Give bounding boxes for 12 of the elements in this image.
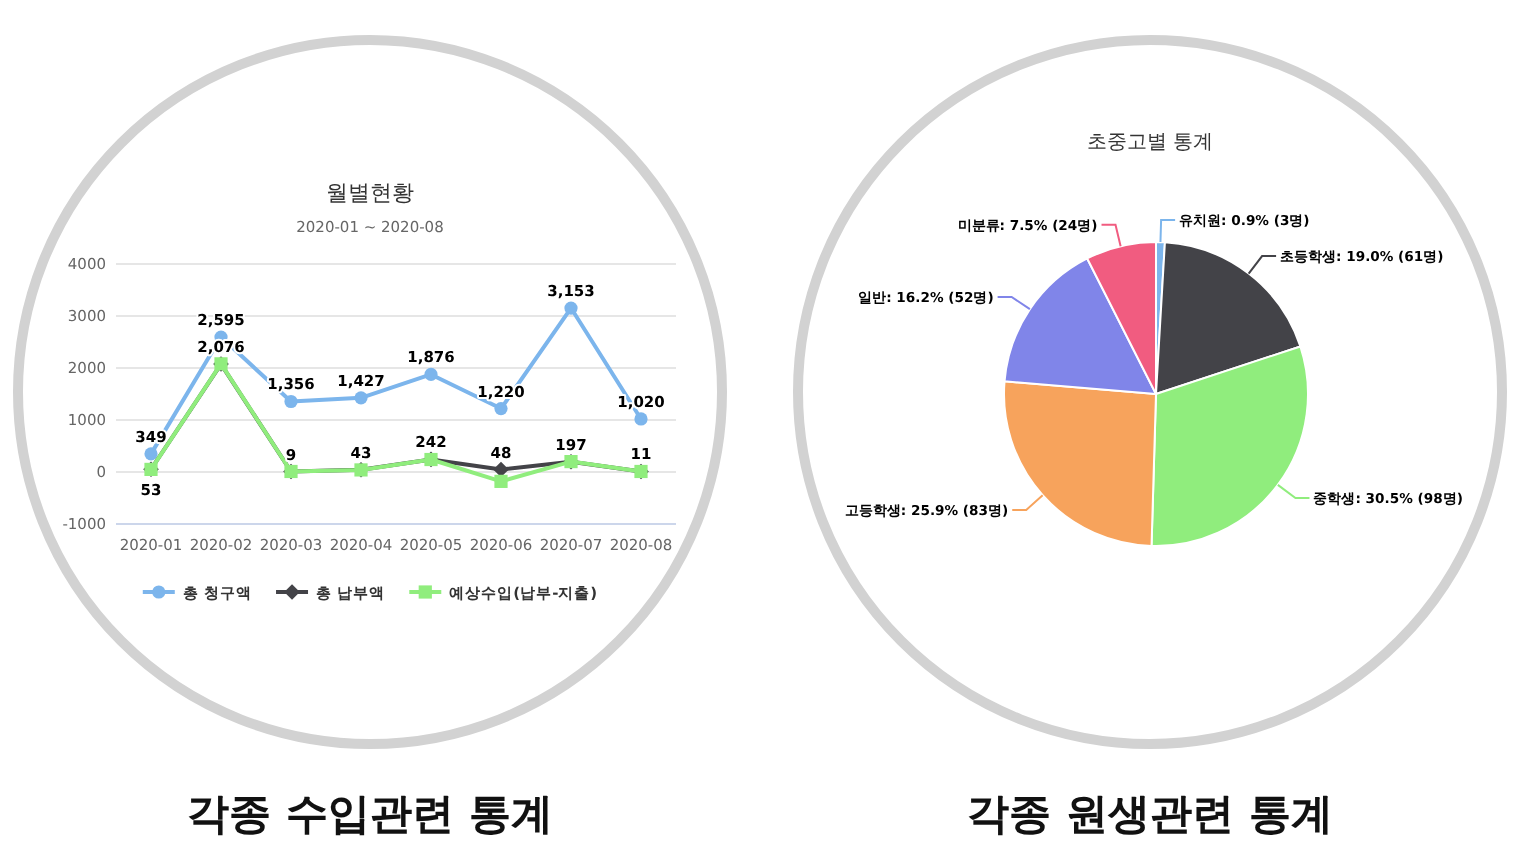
point xyxy=(424,367,438,382)
point xyxy=(634,412,648,426)
text: 각종 수입관련 통계 xyxy=(187,790,553,838)
point xyxy=(494,474,508,488)
chart-title: 초중고별 통계 xyxy=(1086,132,1214,154)
point xyxy=(144,447,158,461)
point xyxy=(564,301,578,315)
text: 각종 원생관련 통계 xyxy=(967,790,1333,838)
point xyxy=(284,394,298,409)
point xyxy=(354,391,368,405)
chart-title: 월별현황 xyxy=(326,180,414,206)
point xyxy=(494,401,508,416)
